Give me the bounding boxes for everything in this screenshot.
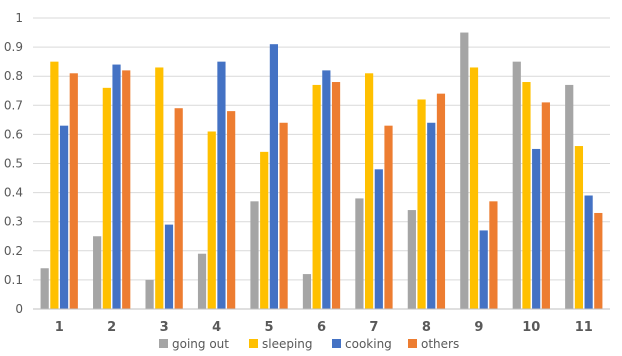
y-tick-label: 0.5: [4, 157, 23, 171]
legend-item-cooking: cooking: [332, 337, 392, 351]
bar-sleeping-10: [522, 82, 531, 310]
legend-item-others: others: [408, 337, 459, 351]
bar-others-8: [436, 93, 446, 309]
legend-label: going out: [172, 337, 229, 351]
bar-going-out-6: [302, 274, 312, 309]
bar-cooking-11: [584, 195, 593, 309]
legend-item-sleeping: sleeping: [249, 337, 313, 351]
legend-label: sleeping: [262, 337, 313, 351]
y-tick-label: 0.7: [4, 98, 23, 112]
y-tick-label: 0.3: [4, 215, 23, 229]
bar-others-2: [122, 70, 131, 309]
bar-others-9: [489, 201, 498, 309]
x-axis-tick-labels: 1 2 3 4 5 6 7 8 9 10 11: [55, 320, 593, 335]
bar-others-5: [279, 122, 288, 309]
y-axis-tick-labels: 0 0.1 0.2 0.3 0.4 0.5 0.6 0.7 0.8 0.9 1: [4, 11, 23, 316]
bars: [40, 32, 603, 310]
bar-others-6: [331, 82, 341, 310]
bar-others-7: [384, 125, 393, 309]
bar-cooking-3: [164, 224, 174, 309]
bar-going-out-7: [355, 198, 364, 309]
bar-going-out-3: [145, 279, 154, 309]
bar-sleeping-9: [469, 67, 479, 309]
bar-going-out-4: [197, 253, 207, 309]
bar-going-out-11: [565, 84, 574, 310]
legend-label: others: [421, 337, 459, 351]
x-tick-label: 8: [422, 320, 431, 335]
x-tick-label: 9: [474, 320, 483, 335]
bar-cooking-4: [217, 61, 226, 310]
bar-others-11: [594, 212, 603, 309]
x-tick-label: 10: [522, 320, 540, 335]
y-tick-label: 0.8: [4, 69, 23, 83]
legend-swatch: [249, 339, 258, 348]
bar-going-out-2: [93, 236, 102, 309]
legend-label: cooking: [345, 337, 392, 351]
x-tick-label: 4: [212, 320, 221, 335]
y-tick-label: 0: [15, 302, 23, 316]
bar-sleeping-8: [417, 99, 426, 309]
bar-sleeping-7: [365, 73, 374, 309]
x-tick-label: 1: [55, 320, 64, 335]
bar-cooking-1: [59, 125, 69, 309]
bar-going-out-8: [407, 210, 416, 309]
y-tick-label: 0.1: [4, 273, 23, 287]
bar-sleeping-1: [50, 61, 59, 310]
x-tick-label: 2: [107, 320, 116, 335]
legend-swatch: [332, 339, 341, 348]
bar-others-10: [541, 102, 550, 309]
bar-going-out-9: [460, 32, 469, 310]
bar-sleeping-5: [260, 151, 269, 309]
bar-sleeping-4: [207, 131, 216, 309]
legend: going out sleeping cooking others: [159, 337, 459, 351]
legend-swatch: [159, 339, 168, 348]
bar-cooking-5: [269, 44, 278, 309]
y-tick-label: 1: [15, 11, 23, 25]
bar-cooking-6: [322, 70, 331, 309]
bar-sleeping-6: [312, 84, 321, 310]
bar-sleeping-3: [155, 67, 164, 309]
bar-cooking-7: [374, 169, 383, 309]
bar-sleeping-2: [102, 87, 111, 309]
bar-sleeping-11: [574, 146, 584, 309]
bar-others-3: [174, 108, 183, 310]
bar-cooking-2: [112, 64, 121, 309]
y-tick-label: 0.9: [4, 40, 23, 54]
bar-cooking-10: [532, 148, 541, 309]
x-tick-label: 11: [575, 320, 593, 335]
bar-going-out-1: [40, 268, 49, 309]
y-tick-label: 0.6: [4, 127, 23, 141]
bar-cooking-9: [479, 230, 488, 309]
x-tick-label: 5: [265, 320, 274, 335]
bar-going-out-10: [512, 61, 521, 310]
bar-others-4: [227, 111, 236, 310]
bar-cooking-8: [427, 122, 436, 309]
bar-others-1: [69, 73, 78, 309]
y-tick-label: 0.2: [4, 244, 23, 258]
legend-item-going-out: going out: [159, 337, 229, 351]
bar-going-out-5: [250, 201, 259, 309]
legend-swatch: [408, 339, 417, 348]
x-tick-label: 7: [369, 320, 378, 335]
x-tick-label: 6: [317, 320, 326, 335]
y-tick-label: 0.4: [4, 186, 23, 200]
x-tick-label: 3: [160, 320, 169, 335]
